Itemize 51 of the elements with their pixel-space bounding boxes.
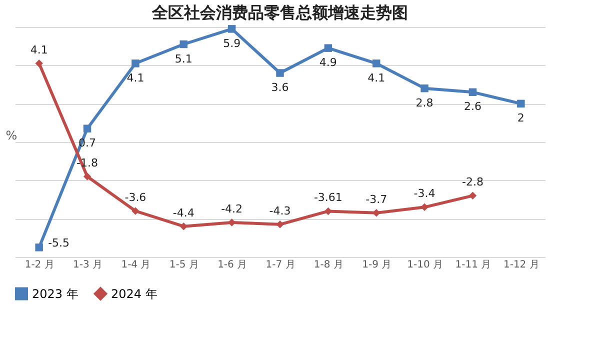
data-label: -2.8: [462, 176, 484, 189]
data-label: -4.2: [221, 202, 243, 216]
data-label: -4.4: [172, 206, 194, 220]
point: [420, 84, 428, 92]
x-tick-label: 1-5 月: [169, 260, 199, 270]
point: [420, 203, 428, 212]
chart-title: 全区社会消费品零售总额增速走势图: [151, 3, 408, 22]
data-label: 5.9: [223, 36, 241, 50]
x-tick-label: 1-11 月: [455, 260, 492, 270]
point: [132, 60, 140, 68]
data-label: -3.4: [414, 187, 436, 200]
point: [180, 40, 188, 48]
legend-label: 2024 年: [111, 286, 158, 301]
data-label: 2.8: [416, 96, 434, 110]
legend-label: 2023 年: [32, 286, 78, 301]
x-tick-label: 1-7 月: [266, 260, 296, 270]
x-tick-label: 1-12 月: [503, 260, 540, 270]
data-label: 3.6: [271, 81, 289, 94]
point: [324, 44, 332, 52]
point: [132, 207, 140, 215]
x-tick-label: 1-8 月: [314, 260, 344, 270]
data-label: 4.1: [126, 71, 144, 84]
point: [372, 60, 380, 68]
point: [228, 25, 236, 33]
data-label: -3.6: [124, 191, 146, 204]
data-label: 2: [517, 112, 524, 125]
x-tick-label: 1-6 月: [218, 260, 248, 270]
point: [83, 124, 92, 132]
data-label: 4.1: [368, 71, 386, 84]
data-label: -5.5: [48, 236, 70, 250]
point: [35, 60, 43, 68]
data-label: -4.3: [269, 204, 291, 218]
data-label: 4.1: [30, 43, 48, 56]
point: [83, 172, 92, 180]
data-label: -3.61: [314, 191, 342, 204]
y-axis-title: %: [6, 128, 18, 142]
point: [468, 192, 477, 200]
point: [468, 88, 477, 96]
point: [276, 220, 284, 228]
data-label: -3.7: [366, 192, 388, 206]
point: [517, 100, 525, 108]
data-label: 5.1: [174, 52, 192, 66]
x-tick-label: 1-2 月: [24, 260, 54, 270]
point: [35, 244, 43, 252]
x-tick-label: 1-10 月: [407, 260, 443, 270]
x-tick-label: 1-3 月: [73, 260, 103, 270]
point: [276, 69, 284, 77]
data-label: 4.9: [319, 56, 337, 70]
x-tick-label: 1-9 月: [362, 260, 392, 270]
data-label: 2.6: [464, 100, 482, 114]
x-tick-label: 1-4 月: [121, 260, 151, 270]
